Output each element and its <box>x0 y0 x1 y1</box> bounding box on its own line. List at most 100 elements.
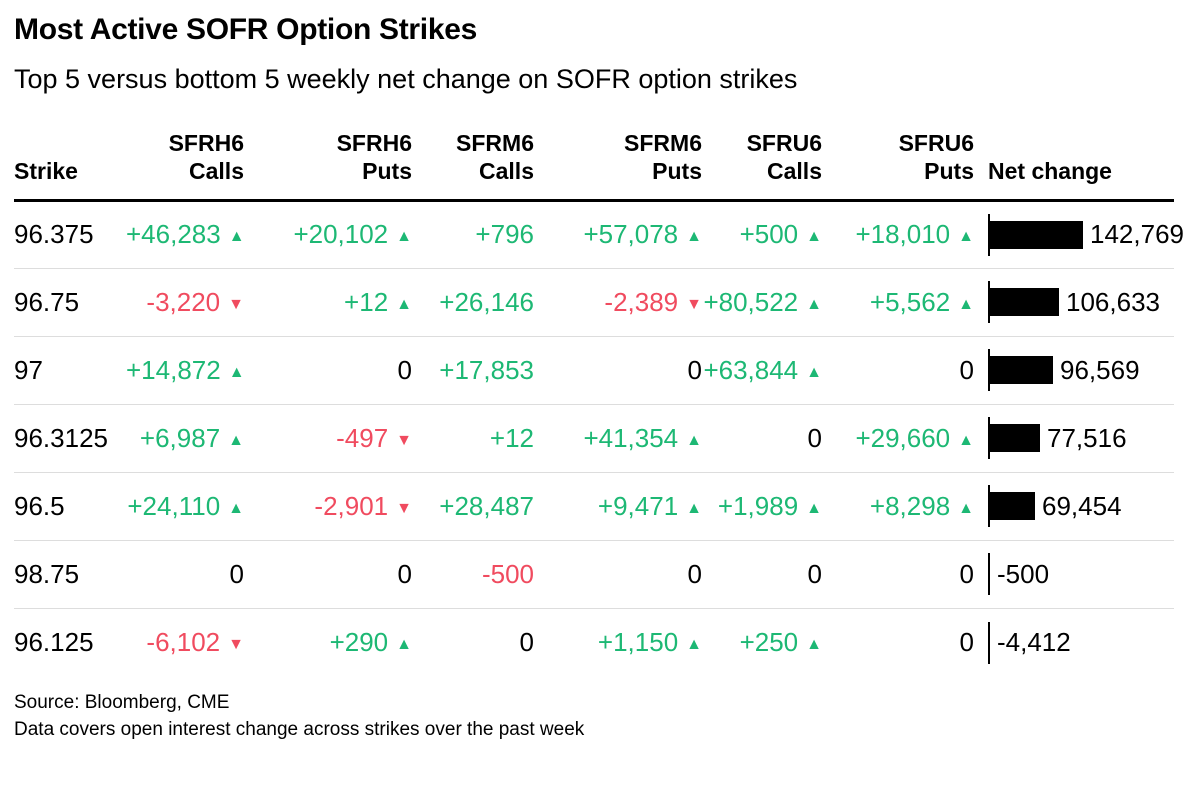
net-change-bar <box>990 220 1083 249</box>
column-header-sfrh6-calls: SFRH6 Calls <box>126 128 244 202</box>
arrow-up-icon: ▲ <box>686 636 702 654</box>
net-change-value: 142,769 <box>1090 219 1184 250</box>
arrow-up-icon: ▲ <box>806 636 822 654</box>
net-change-bar-group: 106,633 <box>988 269 1174 336</box>
column-header-strike: Strike <box>14 128 126 202</box>
arrow-up-icon: ▲ <box>686 228 702 246</box>
value-cell: -3,220 ▼ <box>126 268 244 337</box>
value-text: +63,844 <box>703 354 799 385</box>
value-text: 0 <box>807 558 822 589</box>
value-cell: +80,522 ▲ <box>702 268 822 337</box>
table-row: 96.5 +24,110 ▲ -2,901 ▼ +28,487 +9,471 ▲ +1… <box>14 472 1174 541</box>
column-header-net-change: Net change <box>974 128 1174 202</box>
page-title: Most Active SOFR Option Strikes <box>14 13 477 46</box>
net-change-value: -500 <box>997 558 1050 589</box>
value-text: +290 <box>329 627 389 658</box>
value-cell: -497 ▼ <box>244 404 412 473</box>
coverage-line: Data covers open interest change across … <box>14 719 585 741</box>
net-change-bar-group: 142,769 <box>988 202 1184 268</box>
arrow-up-icon: ▲ <box>806 295 822 313</box>
value-text: -500 <box>481 558 534 589</box>
net-change-cell: 96,569 <box>974 336 1174 405</box>
value-cell: +24,110 ▲ <box>126 472 244 541</box>
value-text: 0 <box>229 558 244 589</box>
table-row: 97 +14,872 ▲ 0 +17,853 0 +63,844 ▲ 0 96,56… <box>14 336 1174 405</box>
sofr-strikes-table: Strike SFRH6 Calls SFRH6 Puts SFRM6 Call… <box>14 128 1184 677</box>
column-header-sfru6-puts: SFRU6 Puts <box>822 128 974 202</box>
arrow-down-icon: ▼ <box>396 499 412 517</box>
net-change-value: -4,412 <box>997 627 1071 658</box>
value-text: 0 <box>687 354 702 385</box>
value-cell: 0 <box>412 608 534 676</box>
table-header-row: Strike SFRH6 Calls SFRH6 Puts SFRM6 Call… <box>14 128 1174 202</box>
net-change-cell: -500 <box>974 540 1174 609</box>
value-text: +250 <box>739 627 799 658</box>
value-text: -2,389 <box>604 286 679 317</box>
strike-cell: 96.3125 <box>14 404 126 473</box>
value-cell: +5,562 ▲ <box>822 268 974 337</box>
value-text: +1,989 <box>717 490 799 521</box>
net-change-bar-group: -4,412 <box>988 609 1174 677</box>
bar-baseline <box>988 485 990 528</box>
strike-cell: 97 <box>14 336 126 405</box>
arrow-up-icon: ▲ <box>806 499 822 517</box>
value-text: +500 <box>739 219 799 250</box>
value-cell: +9,471 ▲ <box>534 472 702 541</box>
value-text: +6,987 <box>139 422 221 453</box>
table-row: 96.125 -6,102 ▼ +290 ▲ 0 +1,150 ▲ +250 ▲ 0 -… <box>14 608 1174 676</box>
arrow-up-icon: ▲ <box>958 228 974 246</box>
arrow-down-icon: ▼ <box>228 636 244 654</box>
value-text: +8,298 <box>869 490 951 521</box>
value-text: 0 <box>807 422 822 453</box>
arrow-up-icon: ▲ <box>686 431 702 449</box>
arrow-down-icon: ▼ <box>228 295 244 313</box>
value-text: +20,102 <box>293 219 389 250</box>
value-cell: +12 <box>412 404 534 473</box>
value-cell: +1,989 ▲ <box>702 472 822 541</box>
bar-baseline <box>988 213 990 256</box>
strike-cell: 98.75 <box>14 540 126 609</box>
value-text: 0 <box>397 354 412 385</box>
table-row: 96.375 +46,283 ▲ +20,102 ▲ +796 +57,078 ▲ +… <box>14 200 1184 269</box>
value-text: +5,562 <box>869 286 951 317</box>
arrow-up-icon: ▲ <box>396 295 412 313</box>
value-cell: 0 <box>126 540 244 609</box>
bar-baseline <box>988 621 990 664</box>
value-text: -2,901 <box>314 490 389 521</box>
net-change-bar <box>990 288 1059 317</box>
arrow-up-icon: ▲ <box>958 295 974 313</box>
net-change-cell: -4,412 <box>974 608 1174 676</box>
value-cell: +63,844 ▲ <box>702 336 822 405</box>
value-text: -6,102 <box>146 627 221 658</box>
value-cell: -500 <box>412 540 534 609</box>
value-text: +29,660 <box>855 422 951 453</box>
net-change-cell: 77,516 <box>974 404 1174 473</box>
value-cell: +18,010 ▲ <box>822 200 974 269</box>
value-text: 0 <box>959 354 974 385</box>
value-cell: +26,146 <box>412 268 534 337</box>
value-text: +14,872 <box>126 354 221 385</box>
value-cell: +41,354 ▲ <box>534 404 702 473</box>
arrow-up-icon: ▲ <box>958 499 974 517</box>
column-header-sfrm6-puts: SFRM6 Puts <box>534 128 702 202</box>
value-cell: +46,283 ▲ <box>126 200 245 269</box>
value-cell: +28,487 <box>412 472 534 541</box>
strike-cell: 96.125 <box>14 627 94 658</box>
bar-baseline <box>988 553 990 596</box>
value-text: +796 <box>475 219 534 250</box>
strike-cell: 96.75 <box>14 268 126 337</box>
value-text: 0 <box>959 627 974 658</box>
table-row: 96.3125 +6,987 ▲ -497 ▼ +12 +41,354 ▲ 0 +29… <box>14 404 1174 473</box>
arrow-up-icon: ▲ <box>228 228 245 246</box>
net-change-bar <box>990 424 1040 453</box>
value-cell: 0 <box>822 540 974 609</box>
value-text: +46,283 <box>126 219 221 250</box>
value-text: +18,010 <box>855 219 951 250</box>
net-change-cell: 142,769 <box>974 200 1184 269</box>
value-cell: +14,872 ▲ <box>126 336 245 405</box>
net-change-bar-group: 69,454 <box>988 473 1174 540</box>
net-change-value: 96,569 <box>1060 354 1140 385</box>
value-text: +26,146 <box>439 286 534 317</box>
value-cell: +8,298 ▲ <box>822 472 974 541</box>
value-cell: 0 <box>822 336 974 405</box>
